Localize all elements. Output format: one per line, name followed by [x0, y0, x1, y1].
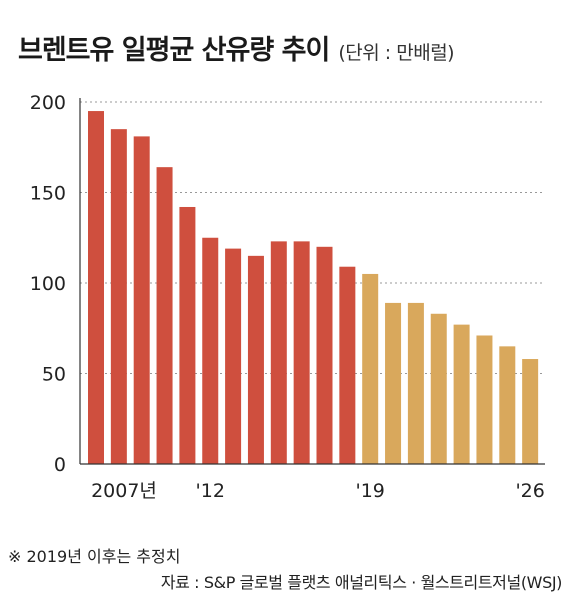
bar: [453, 324, 470, 464]
y-tick-label: 50: [42, 364, 66, 386]
bar: [179, 206, 196, 465]
bar: [247, 255, 264, 464]
bar: [270, 241, 287, 464]
y-tick-label: 0: [54, 454, 66, 476]
y-tick-label: 100: [30, 273, 66, 295]
bar: [202, 237, 219, 464]
unit-label: (단위 : 만배럴): [338, 42, 455, 64]
x-tick-label: '26: [515, 480, 544, 502]
bar: [339, 266, 356, 464]
bar: [88, 111, 104, 465]
bar: [133, 136, 150, 464]
x-tick-label: '19: [355, 480, 384, 502]
y-tick-label: 150: [30, 183, 66, 205]
bar: [385, 302, 402, 464]
title-text: 브렌트유 일평균 산유량 추이: [18, 35, 330, 66]
bar: [225, 248, 242, 464]
bar: [522, 359, 539, 464]
bar: [499, 346, 516, 464]
bar: [362, 273, 379, 464]
y-tick-label: 200: [30, 92, 66, 114]
bar: [156, 167, 173, 464]
bar: [316, 246, 333, 464]
x-tick-label: 2007년: [91, 480, 157, 502]
x-tick-label: '12: [196, 480, 225, 502]
bar-chart: 0 50 100 150 200 2007년 '12 '19 '26: [30, 92, 545, 502]
bar: [407, 302, 424, 464]
bar: [430, 313, 447, 464]
source-note: 자료 : S&P 글로벌 플랫츠 애널리틱스 · 월스트리트저널(WSJ): [160, 573, 563, 592]
bar: [110, 129, 127, 464]
chart-title: 브렌트유 일평균 산유량 추이 (단위 : 만배럴): [18, 28, 455, 67]
bar: [476, 335, 493, 464]
bar: [293, 241, 310, 464]
footnote: ※ 2019년 이후는 추정치: [8, 547, 181, 566]
